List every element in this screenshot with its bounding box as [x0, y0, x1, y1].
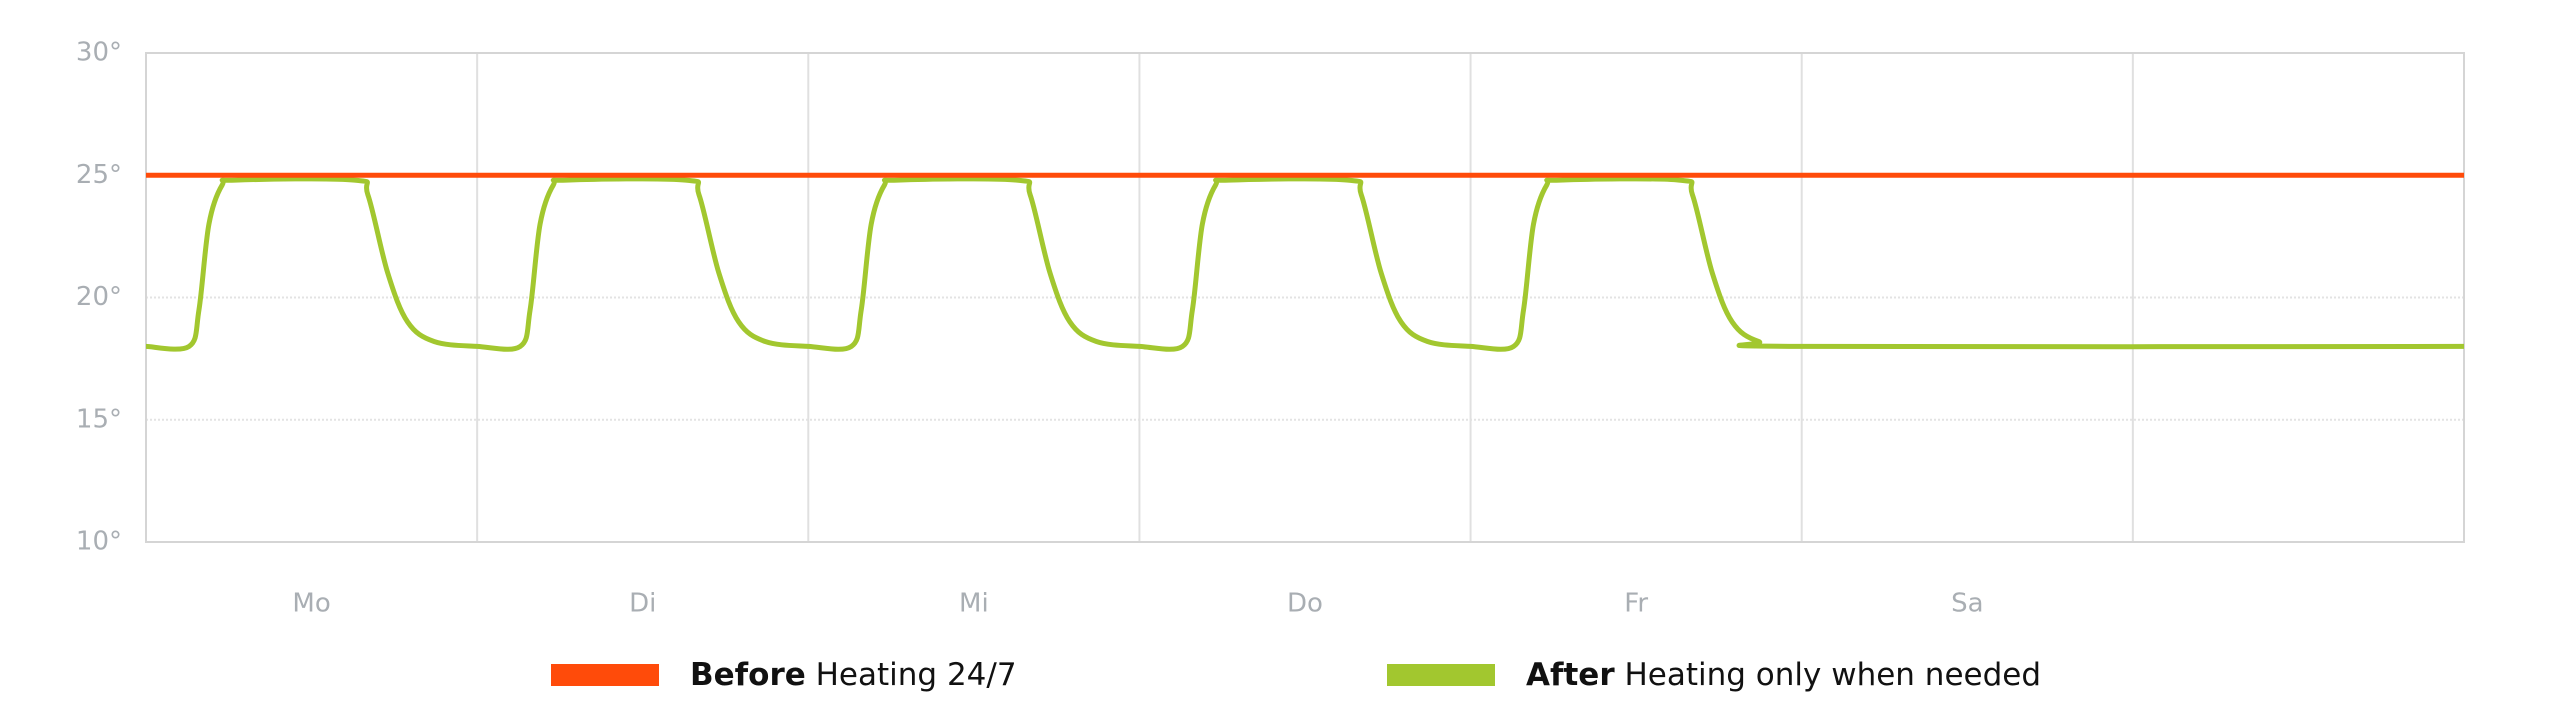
x-tick-label: Fr — [1624, 589, 1648, 619]
legend-swatch — [1387, 664, 1495, 686]
x-tick-label: Sa — [1951, 589, 1983, 619]
plot-frame — [145, 52, 2465, 543]
legend-gap — [806, 657, 816, 693]
y-tick-label: 20° — [76, 282, 122, 312]
series-line — [145, 176, 2465, 352]
x-tick-label: Do — [1287, 589, 1323, 619]
y-tick-label: 15° — [76, 404, 122, 434]
legend-name: Before — [690, 657, 806, 693]
y-tick-label: 30° — [76, 38, 122, 68]
x-tick-label: Mi — [959, 589, 989, 619]
legend-note: Heating 24/7 — [816, 657, 1017, 693]
x-tick-label: Di — [629, 589, 656, 619]
y-tick-label: 25° — [76, 160, 122, 190]
legend-gap — [1615, 657, 1625, 693]
legend-label: After Heating only when needed — [1526, 657, 2041, 693]
legend-label: Before Heating 24/7 — [690, 657, 1017, 693]
legend-note: Heating only when needed — [1624, 657, 2041, 693]
legend-swatch — [551, 664, 659, 686]
x-tick-label: Mo — [292, 589, 330, 619]
y-tick-label: 10° — [76, 527, 122, 557]
legend-name: After — [1526, 657, 1615, 693]
